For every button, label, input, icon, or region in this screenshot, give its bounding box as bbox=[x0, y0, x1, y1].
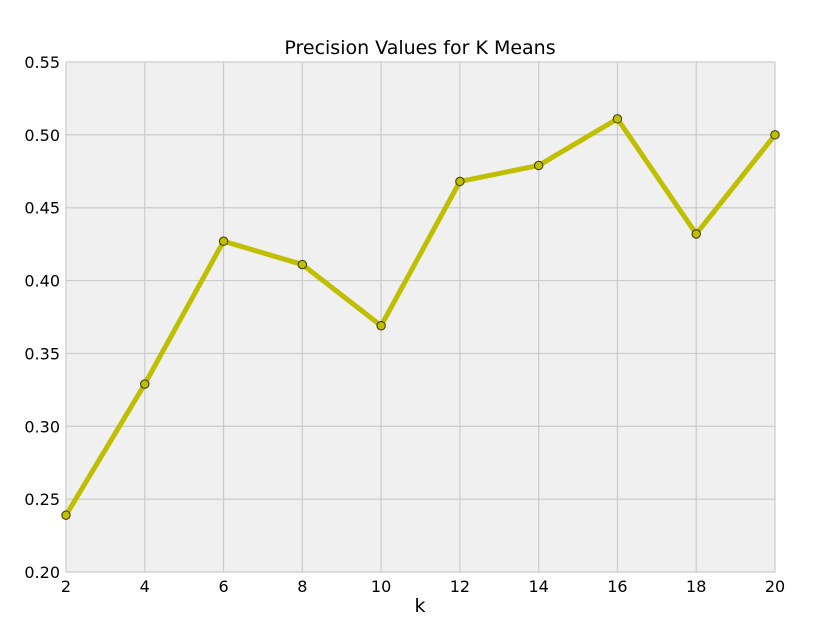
x-tick-label: 4 bbox=[140, 577, 150, 596]
x-tick-label: 2 bbox=[61, 577, 71, 596]
x-tick-label: 12 bbox=[450, 577, 470, 596]
data-point bbox=[140, 379, 150, 389]
y-tick-label: 0.25 bbox=[24, 490, 60, 509]
data-point bbox=[376, 321, 386, 331]
x-tick-label: 20 bbox=[765, 577, 785, 596]
data-point bbox=[455, 176, 465, 187]
x-tick-label: 18 bbox=[686, 577, 706, 596]
x-tick-label: 8 bbox=[297, 577, 307, 596]
data-point bbox=[533, 160, 544, 171]
y-tick-label: 0.35 bbox=[24, 344, 60, 363]
x-tick-label: 14 bbox=[528, 577, 548, 596]
x-axis-label: k bbox=[414, 595, 425, 615]
y-tick-label: 0.50 bbox=[24, 126, 60, 145]
data-point bbox=[218, 236, 229, 246]
grid-lines bbox=[65, 61, 776, 573]
series-line bbox=[63, 115, 777, 517]
x-tick-label: 6 bbox=[218, 577, 228, 596]
y-axis-ticks: 0.20 0.25 0.30 0.35 0.40 0.45 0.50 0.55 bbox=[24, 53, 60, 582]
y-tick-label: 0.30 bbox=[24, 417, 60, 436]
x-axis-ticks: 2 4 6 8 10 12 14 16 18 20 bbox=[61, 577, 785, 596]
data-point bbox=[691, 229, 701, 239]
y-tick-label: 0.45 bbox=[24, 199, 60, 218]
x-tick-label: 10 bbox=[371, 577, 391, 596]
y-tick-label: 0.55 bbox=[24, 53, 60, 72]
chart-title: Precision Values for K Means bbox=[284, 37, 555, 59]
x-tick-label: 16 bbox=[607, 577, 627, 596]
data-point bbox=[297, 259, 308, 270]
data-point bbox=[770, 130, 780, 140]
y-tick-label: 0.20 bbox=[24, 563, 60, 582]
data-point bbox=[61, 510, 71, 520]
data-point bbox=[612, 114, 623, 124]
y-tick-label: 0.40 bbox=[24, 272, 60, 291]
plot-area bbox=[66, 62, 775, 572]
series-layer bbox=[61, 114, 780, 520]
